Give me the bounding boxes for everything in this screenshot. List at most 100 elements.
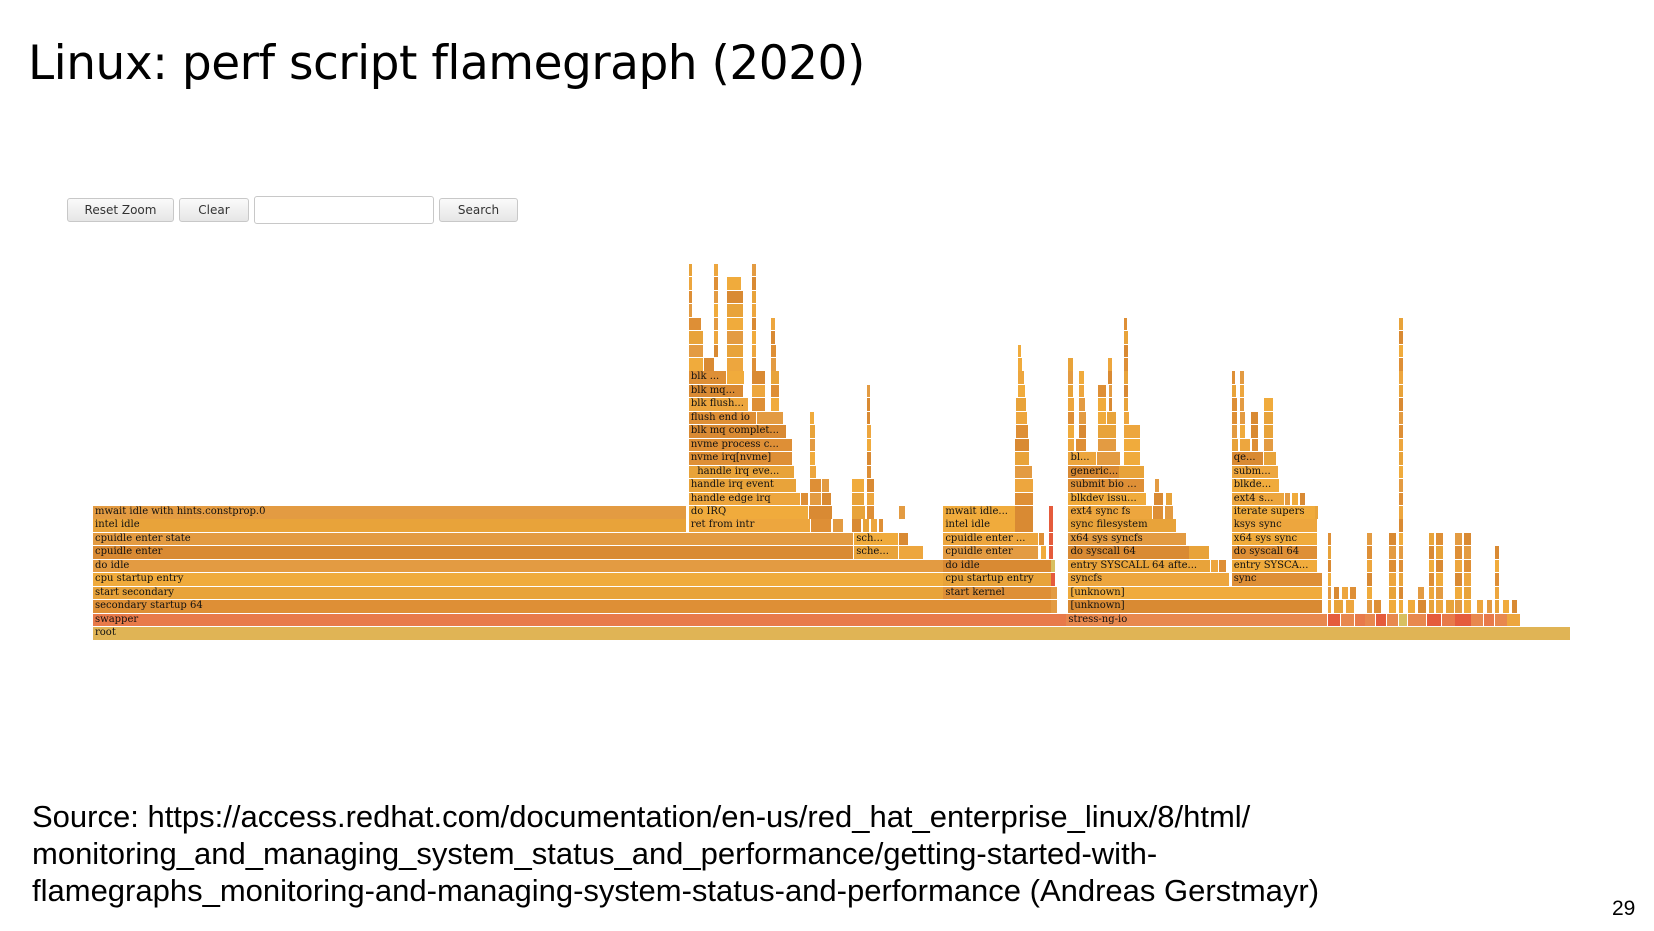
flame-frame-unlabeled[interactable] bbox=[1428, 600, 1435, 613]
flame-frame-unlabeled[interactable] bbox=[1328, 546, 1331, 559]
flame-frame-unlabeled[interactable] bbox=[1463, 600, 1471, 613]
flame-frame-unlabeled[interactable] bbox=[808, 505, 833, 519]
flame-frame-unlabeled[interactable] bbox=[1123, 452, 1140, 465]
flame-frame[interactable]: syncfs bbox=[1068, 573, 1229, 586]
flame-frame-unlabeled[interactable] bbox=[1399, 465, 1403, 479]
flame-frame-unlabeled[interactable] bbox=[1123, 371, 1129, 385]
flame-frame-unlabeled[interactable] bbox=[714, 344, 718, 358]
flame-frame-unlabeled[interactable] bbox=[1015, 492, 1033, 506]
flame-frame-unlabeled[interactable] bbox=[1511, 600, 1518, 613]
flame-frame-unlabeled[interactable] bbox=[866, 505, 874, 519]
flame-frame-unlabeled[interactable] bbox=[1315, 505, 1318, 519]
flame-frame-unlabeled[interactable] bbox=[714, 304, 718, 317]
flame-frame-unlabeled[interactable] bbox=[1399, 331, 1403, 344]
flame-frame-unlabeled[interactable] bbox=[866, 452, 872, 465]
flame-frame-unlabeled[interactable] bbox=[1263, 438, 1274, 452]
flame-frame-unlabeled[interactable] bbox=[1123, 425, 1140, 438]
flame-frame-unlabeled[interactable] bbox=[898, 505, 906, 519]
flame-frame-unlabeled[interactable] bbox=[1399, 600, 1403, 613]
flame-frame-unlabeled[interactable] bbox=[1445, 600, 1454, 613]
flame-frame[interactable]: x64 sys syncfs bbox=[1068, 532, 1187, 546]
flame-frame-unlabeled[interactable] bbox=[1051, 600, 1058, 613]
flame-frame[interactable]: sch... bbox=[854, 532, 898, 546]
flame-frame-unlabeled[interactable] bbox=[898, 532, 908, 546]
flame-frame-unlabeled[interactable] bbox=[1240, 398, 1244, 411]
flame-frame-unlabeled[interactable] bbox=[1399, 425, 1403, 438]
flame-frame-unlabeled[interactable] bbox=[809, 492, 821, 506]
flame-frame-unlabeled[interactable] bbox=[1388, 546, 1397, 559]
flame-frame-unlabeled[interactable] bbox=[1494, 573, 1500, 586]
flame-frame-unlabeled[interactable] bbox=[1123, 358, 1129, 371]
flame-frame[interactable]: submit bio ... bbox=[1068, 479, 1144, 492]
flame-frame-unlabeled[interactable] bbox=[1123, 438, 1140, 452]
flame-frame[interactable]: ext4 sync fs bbox=[1068, 505, 1153, 519]
flame-frame-unlabeled[interactable] bbox=[688, 358, 703, 371]
flame-frame-unlabeled[interactable] bbox=[1068, 438, 1074, 452]
flame-frame-unlabeled[interactable] bbox=[822, 492, 832, 506]
flame-frame[interactable]: stress-ng-io bbox=[1066, 613, 1328, 627]
flame-frame-unlabeled[interactable] bbox=[809, 452, 816, 465]
reset-zoom-button[interactable]: Reset Zoom bbox=[67, 198, 174, 222]
flame-frame-unlabeled[interactable] bbox=[1367, 559, 1372, 573]
flame-frame-unlabeled[interactable] bbox=[1123, 331, 1129, 344]
flame-frame-unlabeled[interactable] bbox=[1388, 559, 1397, 573]
flame-frame-unlabeled[interactable] bbox=[1218, 559, 1226, 573]
flame-frame-unlabeled[interactable] bbox=[1399, 358, 1403, 371]
flame-frame-unlabeled[interactable] bbox=[809, 438, 816, 452]
flame-frame-unlabeled[interactable] bbox=[1399, 479, 1403, 492]
flame-frame[interactable]: nvme process c... bbox=[688, 438, 792, 452]
flame-frame-unlabeled[interactable] bbox=[1263, 398, 1274, 411]
flame-frame-unlabeled[interactable] bbox=[1049, 546, 1053, 559]
flame-frame-unlabeled[interactable] bbox=[1388, 600, 1397, 613]
flame-frame-unlabeled[interactable] bbox=[1328, 559, 1331, 573]
flame-frame-unlabeled[interactable] bbox=[1051, 586, 1058, 600]
flame-frame[interactable]: cpuidle enter ... bbox=[943, 532, 1038, 546]
flame-frame[interactable]: do IRQ bbox=[688, 505, 808, 519]
flame-frame-unlabeled[interactable] bbox=[752, 277, 756, 290]
flame-frame-unlabeled[interactable] bbox=[1494, 613, 1507, 627]
flame-frame-unlabeled[interactable] bbox=[756, 411, 784, 425]
flame-frame-unlabeled[interactable] bbox=[1436, 559, 1443, 573]
flame-frame[interactable]: start kernel bbox=[943, 586, 1051, 600]
flame-frame[interactable]: blkde... bbox=[1231, 479, 1279, 492]
flame-frame-unlabeled[interactable] bbox=[1367, 532, 1372, 546]
flame-frame-unlabeled[interactable] bbox=[727, 371, 745, 385]
flame-frame-unlabeled[interactable] bbox=[1015, 505, 1033, 519]
flame-frame-unlabeled[interactable] bbox=[1487, 600, 1492, 613]
flame-frame-unlabeled[interactable] bbox=[866, 425, 872, 438]
flame-frame-unlabeled[interactable] bbox=[1399, 586, 1403, 600]
flame-frame-unlabeled[interactable] bbox=[1407, 613, 1426, 627]
flame-frame-unlabeled[interactable] bbox=[1484, 613, 1494, 627]
flame-frame-unlabeled[interactable] bbox=[1455, 532, 1463, 546]
flame-frame-unlabeled[interactable] bbox=[1471, 613, 1484, 627]
flame-frame-unlabeled[interactable] bbox=[898, 546, 924, 559]
flame-frame[interactable]: [unknown] bbox=[1068, 586, 1323, 600]
flame-frame-unlabeled[interactable] bbox=[752, 331, 756, 344]
flame-frame-unlabeled[interactable] bbox=[1284, 492, 1291, 506]
flame-frame-unlabeled[interactable] bbox=[809, 425, 816, 438]
flame-frame-unlabeled[interactable] bbox=[1428, 586, 1435, 600]
flame-frame-unlabeled[interactable] bbox=[1098, 398, 1106, 411]
flame-frame-unlabeled[interactable] bbox=[1503, 600, 1509, 613]
flame-frame-unlabeled[interactable] bbox=[1388, 586, 1397, 600]
flame-frame[interactable]: generic... bbox=[1068, 465, 1119, 479]
flame-frame-unlabeled[interactable] bbox=[727, 304, 744, 317]
flame-frame[interactable]: swapper bbox=[93, 613, 1066, 627]
flame-frame-unlabeled[interactable] bbox=[688, 277, 693, 290]
flame-frame-unlabeled[interactable] bbox=[1388, 532, 1397, 546]
flame-frame-unlabeled[interactable] bbox=[1015, 479, 1033, 492]
flame-frame[interactable]: mwait idle with hints.constprop.0 bbox=[93, 505, 686, 519]
flame-frame-unlabeled[interactable] bbox=[1155, 479, 1159, 492]
flame-frame-unlabeled[interactable] bbox=[1399, 546, 1403, 559]
flame-frame[interactable]: sync bbox=[1231, 573, 1323, 586]
flame-frame-unlabeled[interactable] bbox=[1375, 613, 1386, 627]
flame-frame[interactable]: blk flush... bbox=[688, 398, 749, 411]
flame-frame-unlabeled[interactable] bbox=[1165, 492, 1172, 506]
flame-frame-unlabeled[interactable] bbox=[1015, 438, 1030, 452]
flame-frame[interactable]: do syscall 64 bbox=[1068, 546, 1189, 559]
flame-frame[interactable]: sync filesystem bbox=[1068, 519, 1176, 532]
flame-frame-unlabeled[interactable] bbox=[1399, 573, 1403, 586]
flame-frame-unlabeled[interactable] bbox=[1015, 452, 1030, 465]
flame-frame-unlabeled[interactable] bbox=[1292, 492, 1298, 506]
flame-frame-unlabeled[interactable] bbox=[770, 358, 777, 371]
